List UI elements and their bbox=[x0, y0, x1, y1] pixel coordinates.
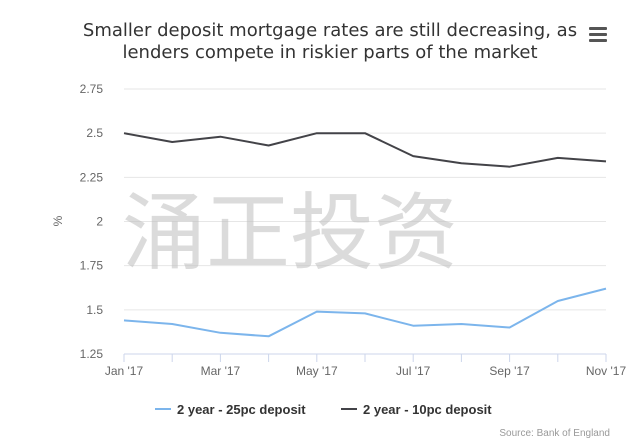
legend-item-series-1[interactable]: 2 year - 25pc deposit bbox=[177, 402, 306, 417]
y-tick-label: 2.5 bbox=[86, 126, 103, 140]
y-tick-label: 1.25 bbox=[80, 347, 104, 361]
x-axis: Jan '17 Mar '17 May '17 Jul '17 Sep '17 Nov '… bbox=[105, 353, 627, 378]
x-tick-label: Sep '17 bbox=[489, 364, 530, 378]
y-axis-label: % bbox=[51, 215, 65, 226]
x-tick-label: Mar '17 bbox=[201, 364, 241, 378]
chart-title: Smaller deposit mortgage rates are still… bbox=[83, 20, 577, 63]
y-tick-label: 2.25 bbox=[80, 170, 104, 184]
legend-item-series-2[interactable]: 2 year - 10pc deposit bbox=[363, 402, 492, 417]
watermark: 涌正投资 bbox=[122, 184, 458, 282]
y-tick-label: 2.75 bbox=[80, 82, 104, 96]
chart-title-line-2: lenders compete in riskier parts of the … bbox=[122, 42, 537, 63]
series-line-1[interactable] bbox=[123, 287, 607, 338]
y-tick-label: 1.75 bbox=[80, 259, 104, 273]
y-axis-ticks: 1.25 1.5 1.75 2 2.25 2.5 2.75 bbox=[80, 82, 104, 361]
x-tick-label: Jul '17 bbox=[396, 364, 431, 378]
hamburger-menu-icon[interactable] bbox=[589, 27, 607, 42]
x-tick-label: Jan '17 bbox=[105, 364, 144, 378]
chart-title-line-1: Smaller deposit mortgage rates are still… bbox=[83, 20, 577, 41]
y-tick-label: 2 bbox=[96, 215, 103, 229]
y-tick-label: 1.5 bbox=[86, 303, 103, 317]
series-line-2[interactable] bbox=[123, 132, 607, 168]
source-credit[interactable]: Source: Bank of England bbox=[499, 428, 610, 439]
x-tick-label: Nov '17 bbox=[586, 364, 627, 378]
series-lines bbox=[123, 132, 607, 338]
legend: 2 year - 25pc deposit 2 year - 10pc depo… bbox=[155, 402, 492, 417]
x-tick-label: May '17 bbox=[296, 364, 338, 378]
